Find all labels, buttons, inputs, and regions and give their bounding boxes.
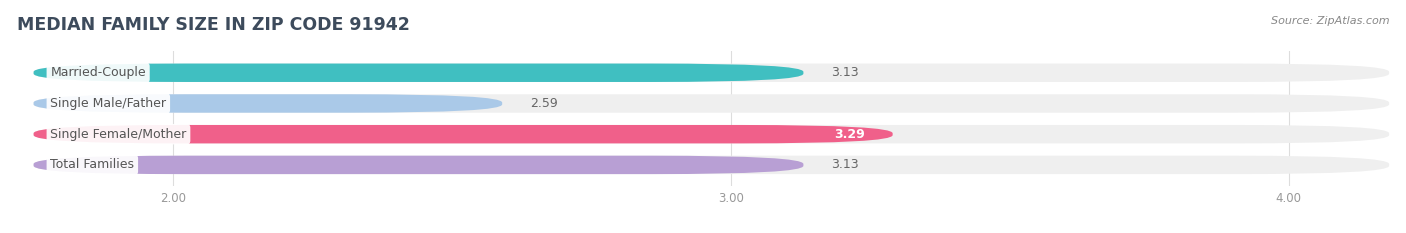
Text: 3.13: 3.13 xyxy=(831,158,859,171)
Text: 3.13: 3.13 xyxy=(831,66,859,79)
FancyBboxPatch shape xyxy=(34,156,1389,174)
Text: 2.59: 2.59 xyxy=(530,97,558,110)
Text: 3.29: 3.29 xyxy=(834,128,865,141)
FancyBboxPatch shape xyxy=(34,64,803,82)
Text: Single Male/Father: Single Male/Father xyxy=(51,97,166,110)
Text: MEDIAN FAMILY SIZE IN ZIP CODE 91942: MEDIAN FAMILY SIZE IN ZIP CODE 91942 xyxy=(17,16,409,34)
FancyBboxPatch shape xyxy=(34,64,1389,82)
Text: Source: ZipAtlas.com: Source: ZipAtlas.com xyxy=(1271,16,1389,26)
Text: Total Families: Total Families xyxy=(51,158,135,171)
FancyBboxPatch shape xyxy=(34,94,1389,113)
Text: Married-Couple: Married-Couple xyxy=(51,66,146,79)
Text: Single Female/Mother: Single Female/Mother xyxy=(51,128,187,141)
FancyBboxPatch shape xyxy=(34,156,803,174)
FancyBboxPatch shape xyxy=(34,94,502,113)
FancyBboxPatch shape xyxy=(34,125,1389,143)
FancyBboxPatch shape xyxy=(34,125,893,143)
